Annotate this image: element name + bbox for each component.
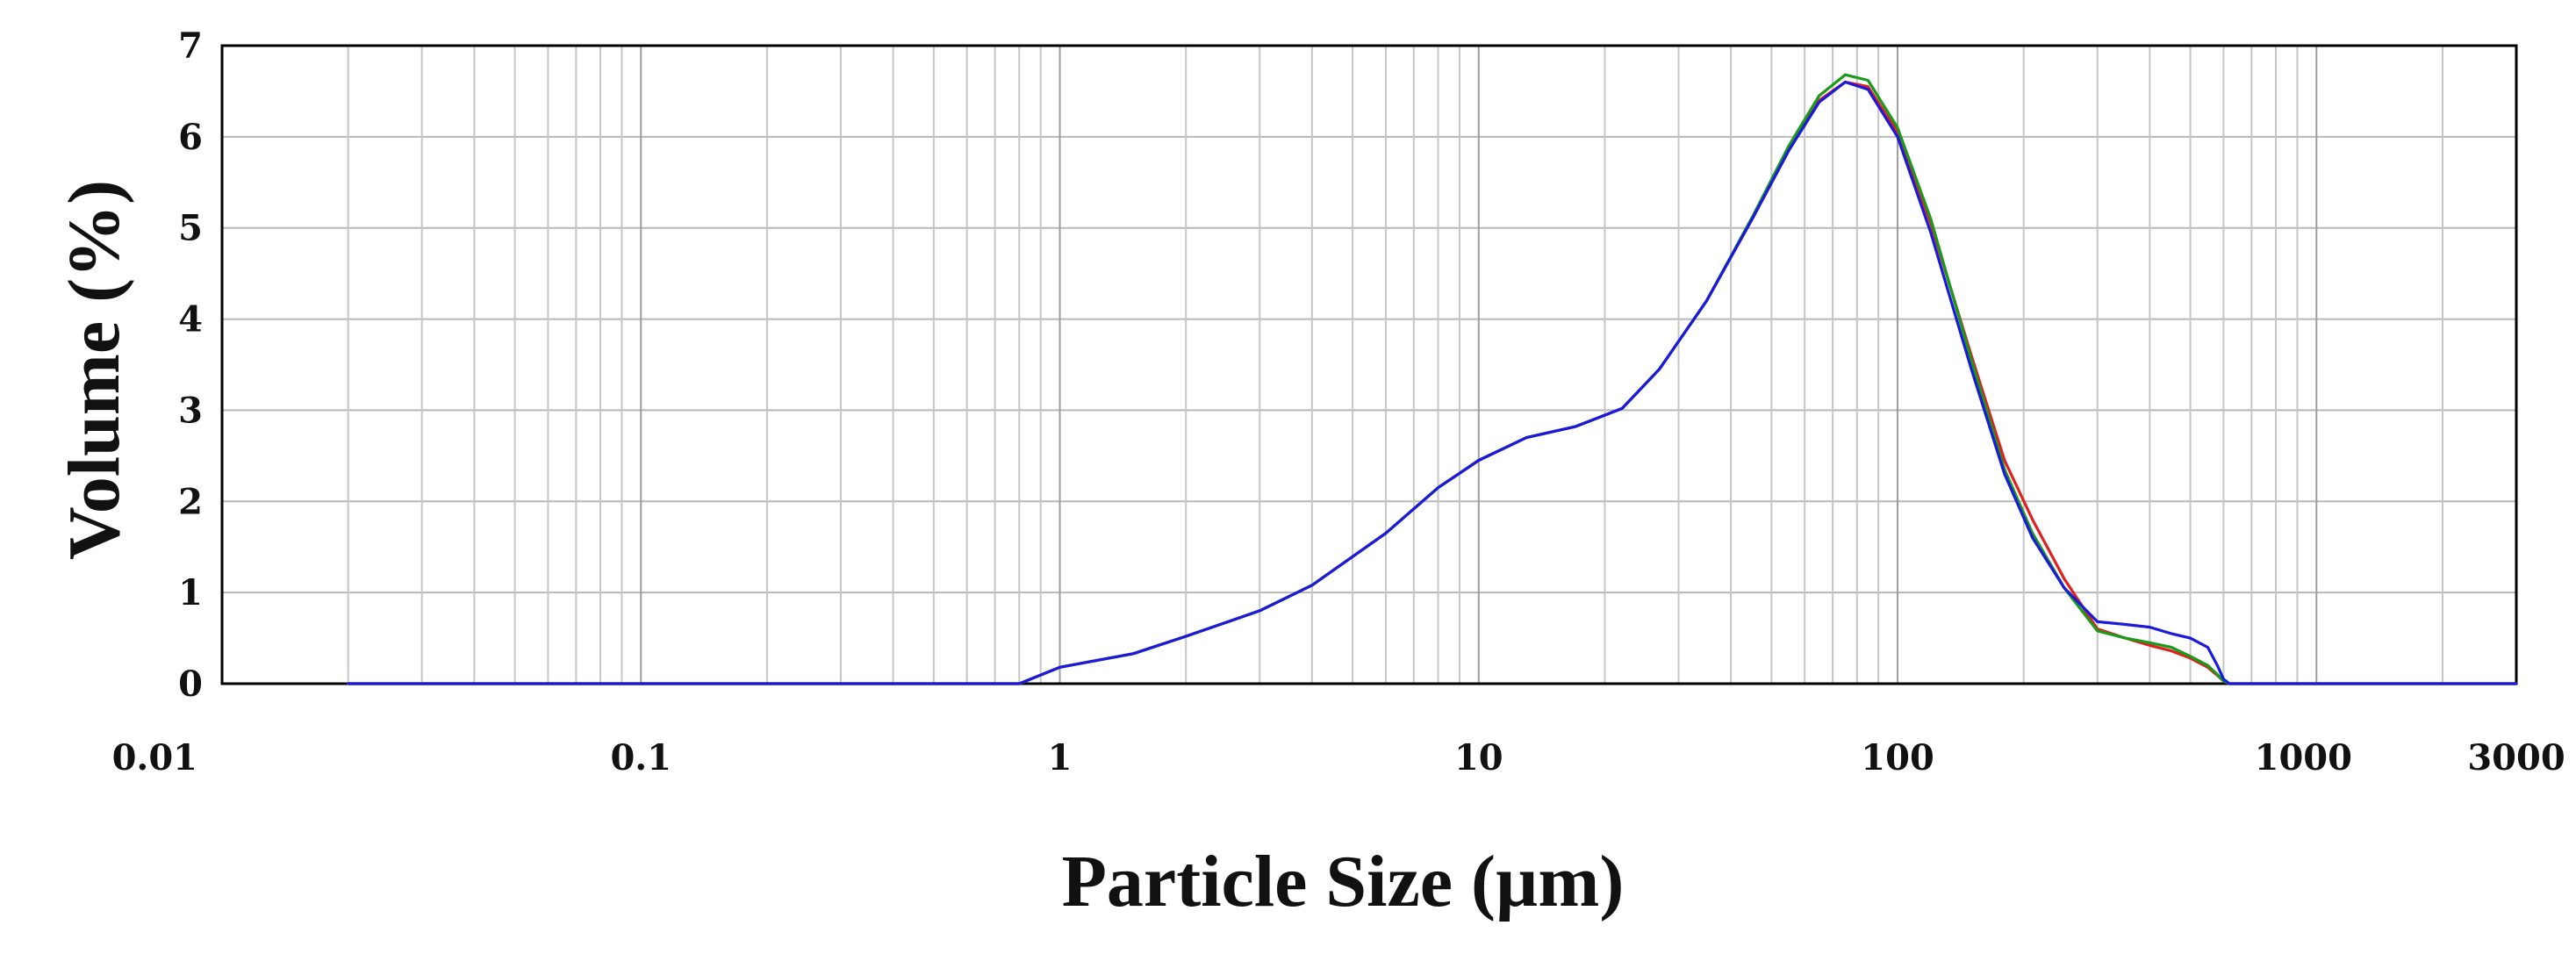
series-group (347, 73, 2518, 685)
y-tick-label: 2 (178, 481, 203, 522)
y-tick-label: 5 (178, 208, 203, 249)
grid (222, 46, 2516, 684)
y-tick-label: 1 (178, 572, 203, 613)
x-tick-label: 0.01 (112, 737, 197, 778)
x-tick-labels: 0.01 0.1 1 10 100 1000 3000 (112, 737, 2565, 778)
x-tick-label: 3000 (2467, 737, 2565, 778)
x-tick-label: 10 (1454, 737, 1503, 778)
y-tick-label: 0 (178, 663, 203, 705)
y-tick-labels: 0 1 2 3 4 5 6 7 (178, 25, 203, 705)
plot-frame (220, 44, 2518, 685)
x-tick-label: 100 (1861, 737, 1934, 778)
y-axis-title: Volume (%) (54, 180, 135, 560)
y-tick-label: 4 (178, 299, 203, 341)
x-axis-title: Particle Size (µm) (1062, 841, 1625, 922)
x-tick-label: 1 (1048, 737, 1073, 778)
y-tick-label: 3 (178, 390, 203, 431)
y-tick-label: 7 (178, 25, 203, 67)
y-tick-label: 6 (178, 117, 203, 158)
x-tick-label: 1000 (2255, 737, 2352, 778)
series-line-3 (347, 80, 2518, 685)
x-tick-label: 0.1 (610, 737, 671, 778)
